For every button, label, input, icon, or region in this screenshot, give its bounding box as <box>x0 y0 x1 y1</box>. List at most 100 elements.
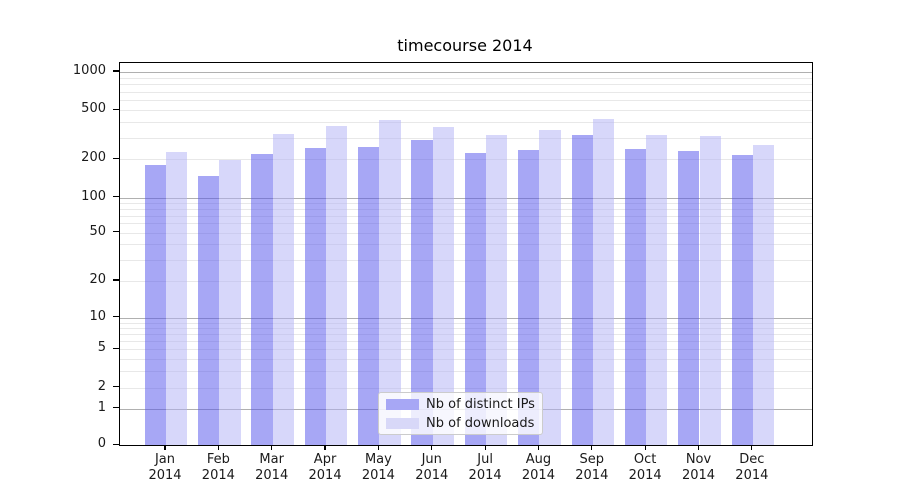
y-tick-label: 5 <box>97 340 106 356</box>
bar-distinct-ips <box>464 153 487 445</box>
legend-swatch-downloads <box>386 417 419 429</box>
x-tick <box>751 445 753 450</box>
x-tick <box>217 445 219 450</box>
bar-downloads <box>432 127 455 445</box>
y-tick <box>113 279 119 281</box>
x-tick <box>431 445 433 450</box>
y-tick <box>113 157 119 159</box>
bar-distinct-ips <box>198 176 220 445</box>
x-tick-year: 2014 <box>361 468 395 483</box>
gridline-minor <box>120 100 812 102</box>
x-tick <box>377 445 379 450</box>
x-tick-label: Mar 2014 <box>240 452 304 484</box>
gridline-minor <box>120 91 812 93</box>
x-tick <box>697 445 700 450</box>
x-tick-label: Apr 2014 <box>293 452 357 484</box>
x-tick-month: Jul <box>477 452 493 467</box>
y-tick <box>113 347 119 349</box>
x-tick-month: Nov <box>685 452 712 467</box>
x-tick-year: 2014 <box>255 468 289 483</box>
bar-distinct-ips <box>358 146 380 445</box>
gridline-minor <box>120 137 812 139</box>
legend-swatch-distinct-ips <box>386 398 419 410</box>
bar-distinct-ips <box>304 147 327 445</box>
y-tick <box>113 196 119 198</box>
x-tick-month: Oct <box>633 452 657 467</box>
y-tick <box>113 407 119 409</box>
bar-distinct-ips <box>251 154 273 445</box>
x-tick-label: Dec 2014 <box>720 452 784 484</box>
y-tick <box>113 231 119 233</box>
x-tick-month: May <box>364 452 392 467</box>
bar-downloads <box>219 160 241 445</box>
plot-area <box>119 62 813 446</box>
x-tick <box>324 445 326 450</box>
x-tick <box>537 445 540 450</box>
x-tick-year: 2014 <box>308 468 342 483</box>
x-tick-month: Jan <box>154 452 176 467</box>
x-tick-month: Jun <box>421 452 442 467</box>
bar-downloads <box>699 135 721 445</box>
x-tick-label: Nov 2014 <box>667 452 731 484</box>
x-tick <box>591 445 593 450</box>
x-tick-month: Feb <box>206 452 230 467</box>
bar-distinct-ips <box>518 149 540 445</box>
bar-downloads <box>486 135 508 445</box>
chart-title: timecourse 2014 <box>397 36 533 55</box>
bar-downloads <box>326 125 348 445</box>
gridline-minor <box>120 77 812 79</box>
bar-downloads <box>646 135 668 445</box>
y-tick-label: 200 <box>81 150 106 166</box>
y-tick-label: 2 <box>97 378 106 394</box>
bar-distinct-ips <box>678 150 700 445</box>
y-tick <box>113 386 119 388</box>
x-tick <box>644 445 646 450</box>
bar-downloads <box>539 130 561 445</box>
gridline-minor <box>120 122 812 124</box>
x-tick-year: 2014 <box>628 468 662 483</box>
x-tick-month: Aug <box>525 452 552 467</box>
bar-downloads <box>752 144 775 445</box>
y-tick-label: 1000 <box>72 63 106 78</box>
bar-downloads <box>379 119 401 445</box>
x-tick-year: 2014 <box>148 468 182 483</box>
y-tick-label: 500 <box>81 101 106 117</box>
x-tick <box>271 445 273 450</box>
x-tick-label: Feb 2014 <box>186 452 250 484</box>
x-tick-year: 2014 <box>521 468 555 483</box>
y-tick <box>113 316 119 318</box>
legend-entry-distinct-ips: Nb of distinct IPs <box>386 396 535 412</box>
bar-distinct-ips <box>731 155 753 445</box>
gridline-major <box>120 72 812 73</box>
legend-label-distinct-ips: Nb of distinct IPs <box>426 396 535 412</box>
bar-downloads <box>272 134 294 445</box>
bar-distinct-ips <box>144 164 166 445</box>
legend: Nb of distinct IPs Nb of downloads <box>378 392 543 435</box>
x-tick-label: Sep 2014 <box>560 452 624 484</box>
y-tick <box>113 443 119 445</box>
gridline-minor <box>120 110 812 112</box>
y-tick-label: 50 <box>89 223 106 239</box>
bar-downloads <box>592 118 615 445</box>
y-tick-label: 0 <box>97 436 106 452</box>
bar-distinct-ips <box>571 135 593 445</box>
bar-downloads <box>166 151 188 445</box>
legend-label-downloads: Nb of downloads <box>426 415 535 431</box>
x-tick-year: 2014 <box>415 468 449 483</box>
x-tick-label: Jun 2014 <box>400 452 464 484</box>
y-tick-label: 1 <box>97 399 106 415</box>
y-tick-label: 10 <box>89 308 106 324</box>
legend-entry-downloads: Nb of downloads <box>386 415 535 431</box>
x-tick <box>484 445 486 450</box>
x-tick-month: Sep <box>579 452 605 467</box>
bar-distinct-ips <box>624 149 647 445</box>
x-tick-label: Jan 2014 <box>133 452 197 484</box>
y-tick-label: 20 <box>89 272 106 287</box>
x-tick-month: Apr <box>313 452 337 467</box>
x-tick-year: 2014 <box>735 468 769 483</box>
x-tick-label: Jul 2014 <box>453 452 517 484</box>
x-tick-label: Oct 2014 <box>613 452 677 484</box>
x-tick <box>164 445 166 450</box>
x-tick-year: 2014 <box>681 468 716 483</box>
